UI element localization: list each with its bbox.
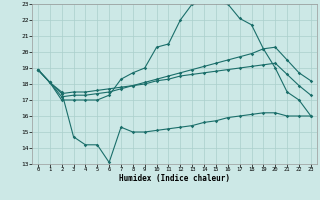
X-axis label: Humidex (Indice chaleur): Humidex (Indice chaleur): [119, 174, 230, 183]
